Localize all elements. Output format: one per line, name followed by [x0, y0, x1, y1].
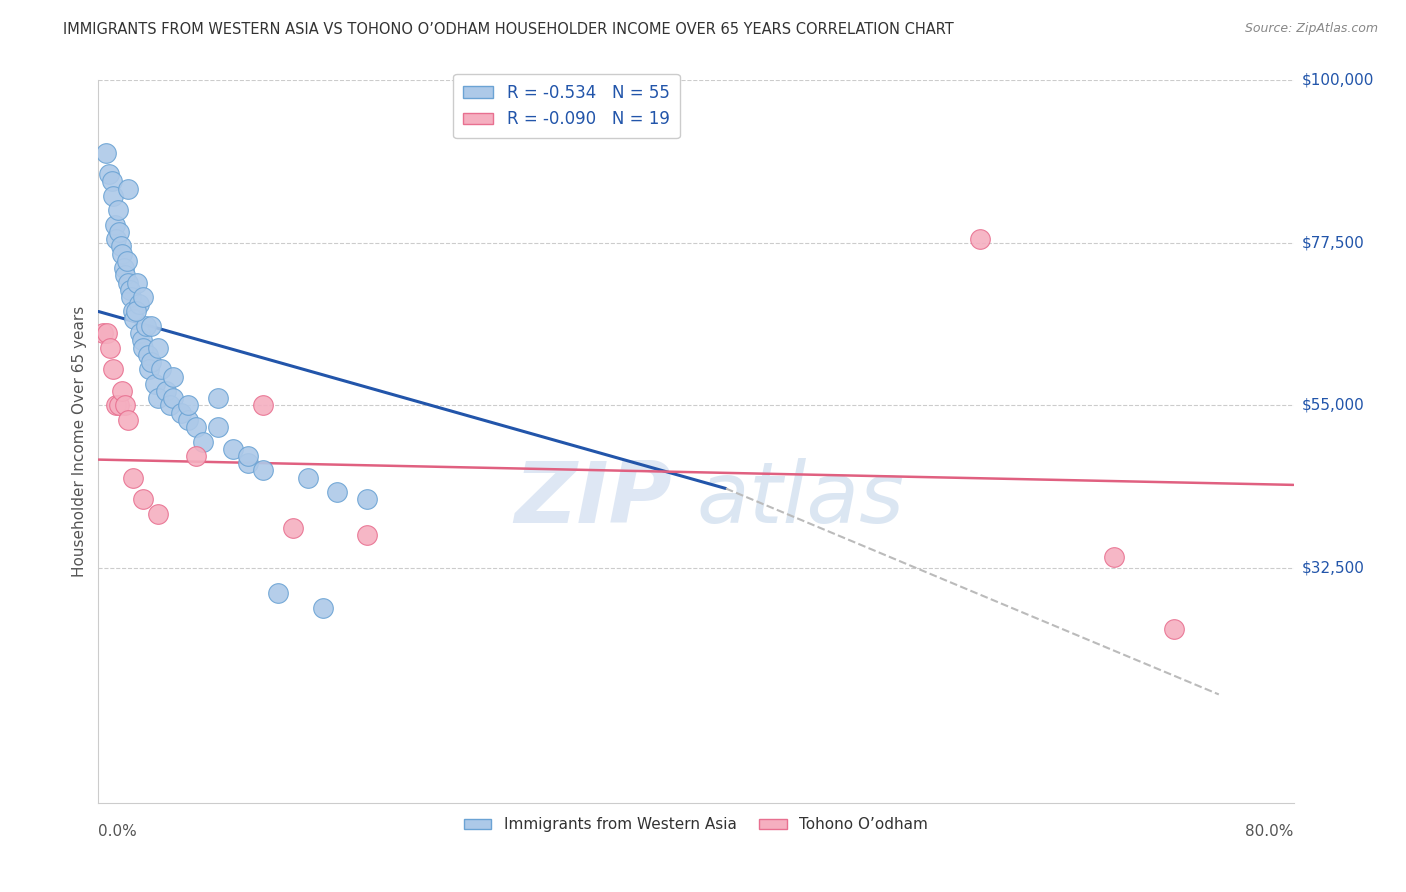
Point: [1163, 623, 1185, 637]
Point: [207, 420, 229, 434]
Text: ZIP: ZIP: [515, 458, 672, 541]
Point: [117, 276, 139, 290]
Text: $55,000: $55,000: [1302, 398, 1365, 413]
Point: [132, 492, 155, 507]
Point: [129, 326, 152, 340]
Point: [143, 376, 166, 391]
Point: [267, 586, 290, 600]
Text: $100,000: $100,000: [1302, 73, 1374, 87]
Point: [162, 369, 184, 384]
Text: Source: ZipAtlas.com: Source: ZipAtlas.com: [1244, 22, 1378, 36]
Point: [125, 304, 148, 318]
Point: [117, 181, 139, 195]
Point: [148, 391, 170, 405]
Point: [107, 203, 129, 218]
Point: [139, 318, 162, 333]
Point: [121, 304, 143, 318]
Point: [120, 290, 142, 304]
Point: [128, 297, 150, 311]
Point: [98, 341, 122, 355]
Point: [191, 434, 214, 449]
Point: [101, 174, 124, 188]
Text: atlas: atlas: [696, 458, 904, 541]
Point: [114, 398, 136, 412]
Text: 80.0%: 80.0%: [1246, 824, 1294, 839]
Point: [112, 261, 135, 276]
Point: [207, 391, 229, 405]
Point: [222, 442, 245, 456]
Point: [91, 326, 114, 340]
Point: [138, 362, 160, 376]
Text: $32,500: $32,500: [1302, 560, 1365, 575]
Point: [326, 485, 349, 500]
Point: [297, 470, 319, 484]
Point: [311, 600, 333, 615]
Point: [159, 398, 181, 412]
Point: [115, 253, 138, 268]
Point: [124, 311, 146, 326]
Point: [111, 246, 134, 260]
Point: [121, 470, 143, 484]
Point: [236, 449, 259, 463]
Point: [118, 283, 141, 297]
Point: [169, 406, 191, 420]
Point: [110, 239, 132, 253]
Point: [969, 232, 991, 246]
Point: [111, 384, 134, 398]
Point: [148, 341, 170, 355]
Point: [117, 413, 139, 427]
Point: [139, 355, 162, 369]
Point: [104, 218, 127, 232]
Point: [105, 232, 128, 246]
Point: [281, 521, 304, 535]
Point: [252, 463, 274, 477]
Text: $77,500: $77,500: [1302, 235, 1365, 251]
Point: [162, 391, 184, 405]
Text: 0.0%: 0.0%: [98, 824, 138, 839]
Point: [184, 449, 207, 463]
Point: [1104, 550, 1126, 565]
Point: [96, 326, 118, 340]
Point: [103, 362, 125, 376]
Point: [94, 145, 117, 160]
Point: [108, 225, 131, 239]
Point: [177, 413, 200, 427]
Point: [148, 507, 170, 521]
Point: [132, 290, 155, 304]
Point: [108, 398, 131, 412]
Point: [184, 420, 207, 434]
Point: [150, 362, 173, 376]
Point: [177, 398, 200, 412]
Point: [131, 334, 153, 348]
Legend: Immigrants from Western Asia, Tohono O’odham: Immigrants from Western Asia, Tohono O’o…: [458, 812, 934, 838]
Point: [97, 167, 120, 181]
Point: [103, 189, 125, 203]
Point: [114, 268, 136, 283]
Text: IMMIGRANTS FROM WESTERN ASIA VS TOHONO O’ODHAM HOUSEHOLDER INCOME OVER 65 YEARS : IMMIGRANTS FROM WESTERN ASIA VS TOHONO O…: [63, 22, 955, 37]
Point: [127, 276, 149, 290]
Point: [132, 341, 155, 355]
Point: [236, 456, 259, 470]
Point: [136, 348, 159, 362]
Point: [105, 398, 128, 412]
Y-axis label: Householder Income Over 65 years: Householder Income Over 65 years: [72, 306, 87, 577]
Point: [135, 318, 157, 333]
Point: [252, 398, 274, 412]
Point: [356, 492, 378, 507]
Point: [356, 528, 378, 542]
Point: [155, 384, 177, 398]
